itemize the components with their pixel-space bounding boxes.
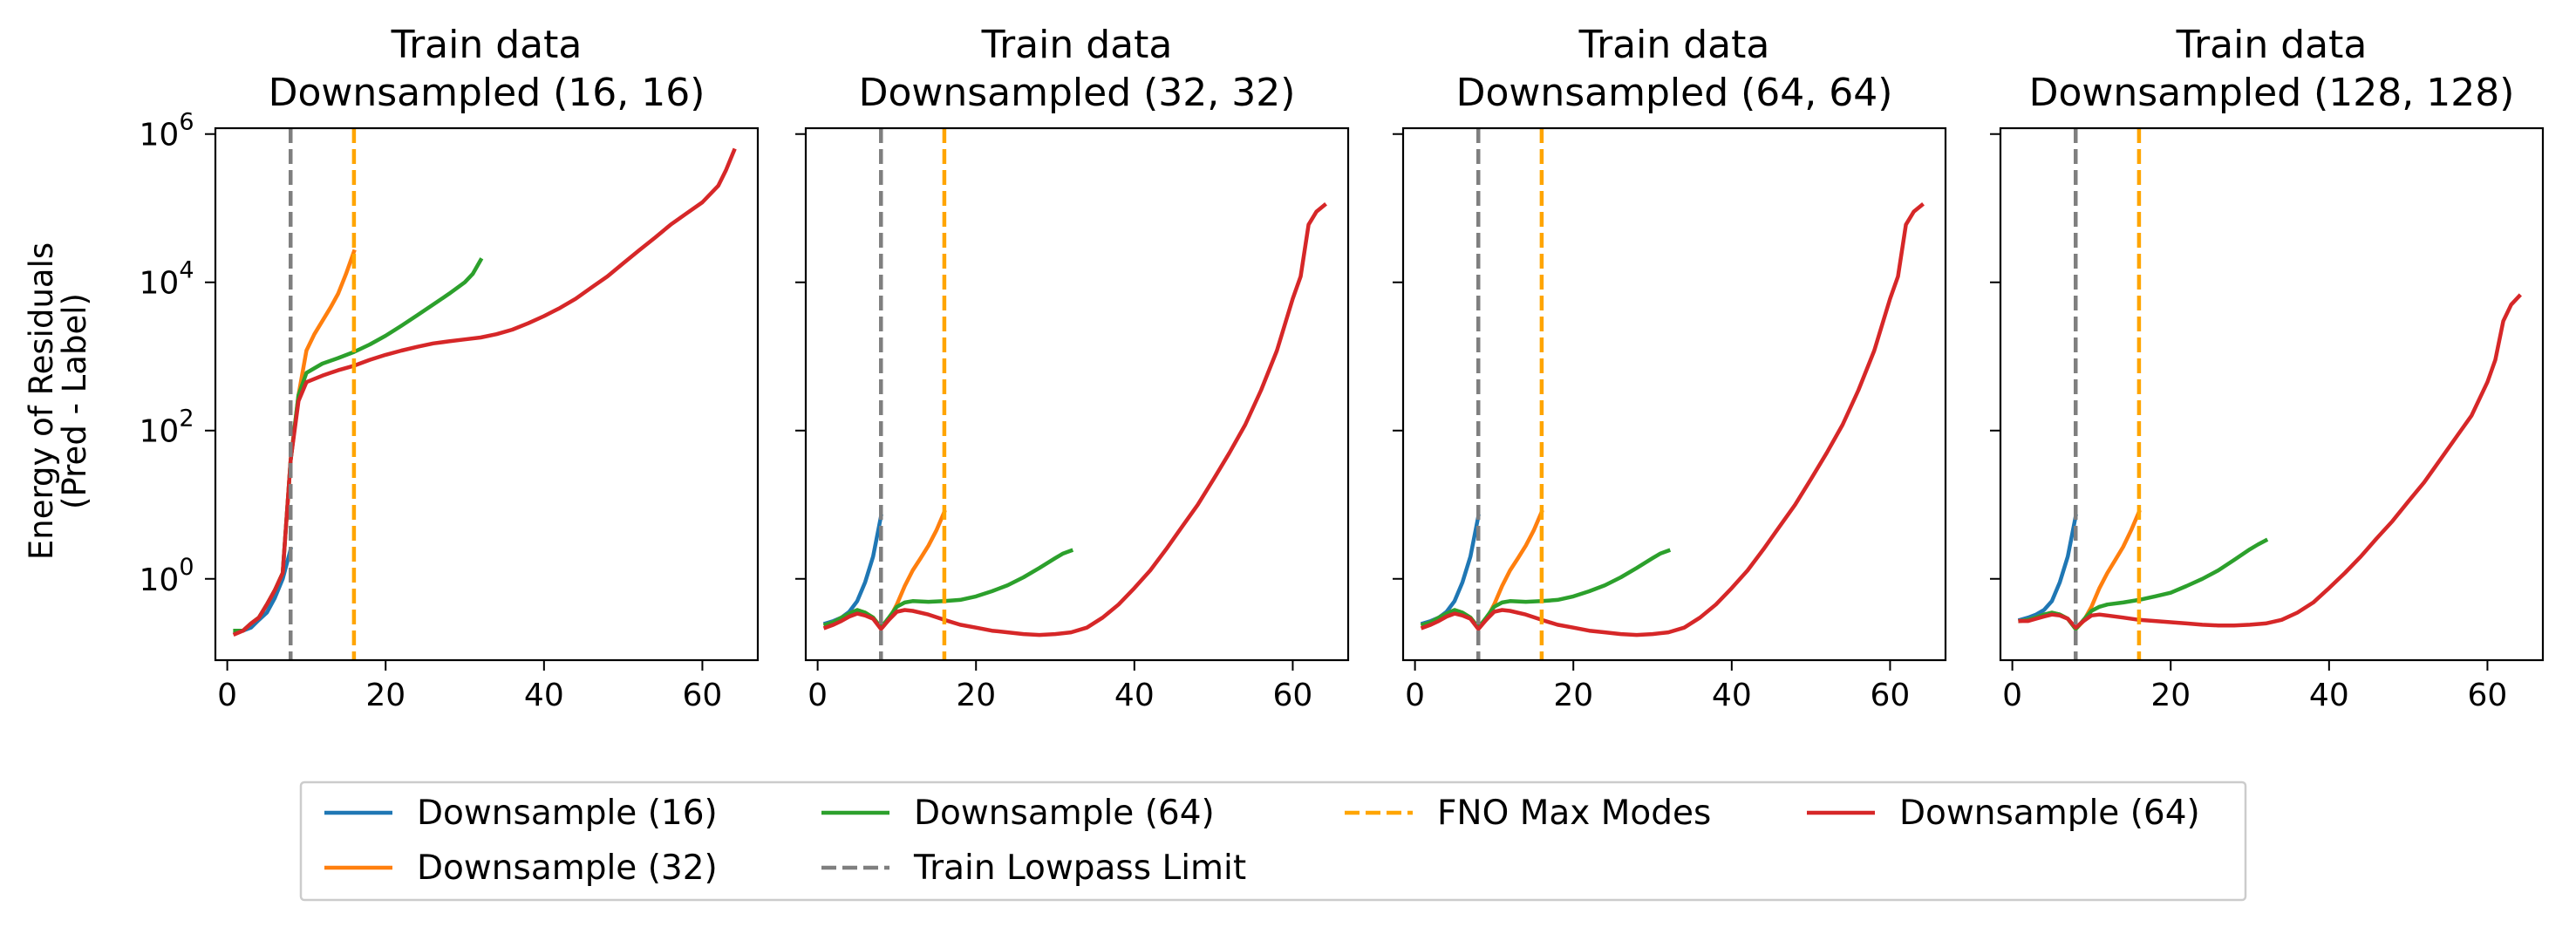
x-tick-label: 60 bbox=[683, 678, 723, 713]
legend-label: Downsample (16) bbox=[417, 794, 718, 833]
series-line-3 bbox=[1420, 548, 1672, 630]
panel-title-line2: Downsampled (16, 16) bbox=[269, 71, 705, 115]
y-axis-label-line1: Energy of Residuals bbox=[23, 242, 60, 560]
x-tick-label: 20 bbox=[365, 678, 405, 713]
legend-label: Train Lowpass Limit bbox=[913, 849, 1246, 888]
series-line-3 bbox=[233, 257, 484, 633]
panel-title-line1: Train data bbox=[1578, 23, 1770, 67]
x-tick-label: 40 bbox=[2309, 678, 2349, 713]
x-tick-label: 20 bbox=[1553, 678, 1593, 713]
y-tick-exponent: 4 bbox=[179, 257, 194, 284]
series-line-4 bbox=[232, 147, 737, 637]
legend-label: FNO Max Modes bbox=[1437, 794, 1711, 833]
legend-frame bbox=[299, 780, 2247, 902]
series-line-1 bbox=[1420, 514, 1481, 626]
legend-label: Downsample (64) bbox=[914, 794, 1215, 833]
panel-title-line1: Train data bbox=[391, 23, 583, 67]
y-tick-exponent: 6 bbox=[179, 109, 194, 136]
y-tick-exponent: 0 bbox=[179, 554, 194, 581]
panel-title-line1: Train data bbox=[981, 23, 1173, 67]
y-tick-label: 100 bbox=[140, 554, 194, 598]
x-tick-label: 20 bbox=[956, 678, 996, 713]
y-axis-label-line2: (Pred - Label) bbox=[56, 293, 93, 509]
x-tick-label: 40 bbox=[524, 678, 564, 713]
series-line-4 bbox=[1420, 202, 1925, 637]
panel-title-line2: Downsampled (32, 32) bbox=[859, 71, 1296, 115]
series-line-4 bbox=[822, 202, 1327, 637]
series-line-3 bbox=[822, 548, 1074, 630]
panel-title-line2: Downsampled (64, 64) bbox=[1456, 71, 1893, 115]
plot-area bbox=[1420, 128, 1925, 660]
legend: Downsample (16) Downsample (32) Downsample… bbox=[299, 780, 2247, 902]
legend-label: Downsample (64) bbox=[1899, 794, 2200, 833]
x-tick-label: 0 bbox=[2002, 678, 2022, 713]
x-tick-label: 40 bbox=[1712, 678, 1752, 713]
axes-frame bbox=[804, 126, 1350, 662]
x-tick-label: 20 bbox=[2150, 678, 2191, 713]
plot-area bbox=[232, 128, 737, 660]
series-line-1 bbox=[2017, 514, 2078, 623]
panel-title-line2: Downsampled (128, 128) bbox=[2029, 71, 2515, 115]
axes-frame bbox=[1401, 126, 1947, 662]
y-tick-exponent: 2 bbox=[179, 406, 194, 433]
x-tick-label: 0 bbox=[217, 678, 237, 713]
x-tick-label: 0 bbox=[808, 678, 828, 713]
legend-label: Downsample (32) bbox=[417, 849, 718, 888]
y-tick-label: 102 bbox=[140, 406, 194, 450]
x-tick-label: 60 bbox=[2468, 678, 2508, 713]
axes-frame bbox=[1999, 126, 2545, 662]
x-tick-label: 0 bbox=[1405, 678, 1425, 713]
x-tick-label: 40 bbox=[1114, 678, 1155, 713]
x-tick-label: 60 bbox=[1871, 678, 1911, 713]
plot-area bbox=[2017, 128, 2522, 660]
series-line-2 bbox=[1420, 509, 1544, 630]
x-tick-label: 60 bbox=[1273, 678, 1313, 713]
axes-frame bbox=[214, 126, 760, 662]
panel-title-line1: Train data bbox=[2176, 23, 2368, 67]
series-line-4 bbox=[2018, 293, 2522, 630]
series-line-2 bbox=[822, 509, 947, 630]
series-line-1 bbox=[822, 514, 883, 626]
plot-area bbox=[822, 128, 1327, 660]
y-tick-label: 104 bbox=[140, 257, 194, 302]
y-tick-label: 106 bbox=[140, 109, 194, 153]
